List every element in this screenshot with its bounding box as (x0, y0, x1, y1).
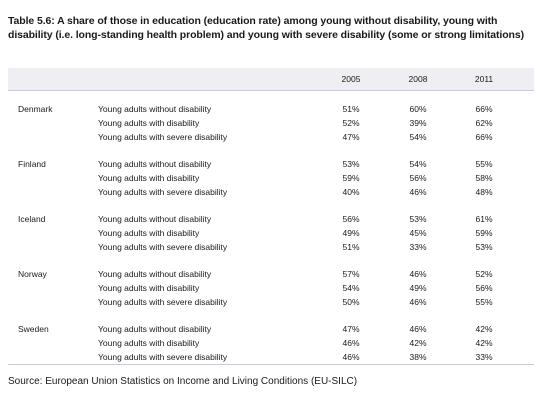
value-2008: 46% (409, 324, 427, 334)
year-header-2008: 2008 (408, 74, 428, 84)
value-2011: 61% (475, 214, 493, 224)
table-row: Young adults without disability 56% 53% … (8, 212, 534, 226)
table-row: Young adults with disability 46% 42% 42% (8, 336, 534, 350)
row-label: Young adults without disability (98, 104, 212, 114)
value-2008: 54% (409, 132, 427, 142)
value-2011: 66% (475, 132, 493, 142)
value-2011: 42% (475, 338, 493, 348)
value-2005: 46% (342, 352, 360, 362)
row-label: Young adults with severe disability (98, 352, 228, 362)
row-label: Young adults without disability (98, 214, 212, 224)
row-label: Young adults with disability (98, 118, 200, 128)
table-row: Young adults without disability 57% 46% … (8, 267, 534, 281)
value-2011: 55% (475, 297, 493, 307)
table-title: Table 5.6: A share of those in education… (8, 15, 525, 41)
value-2011: 52% (475, 269, 493, 279)
table-row: Young adults with disability 54% 49% 56% (8, 281, 534, 295)
value-2011: 55% (475, 159, 493, 169)
value-2008: 42% (409, 338, 427, 348)
value-2011: 56% (475, 283, 493, 293)
row-label: Young adults with disability (98, 173, 200, 183)
value-2008: 60% (409, 104, 427, 114)
country-group-norway: Norway Young adults without disability 5… (8, 267, 534, 309)
value-2008: 56% (409, 173, 427, 183)
country-label: Iceland (18, 214, 46, 224)
value-2005: 53% (342, 159, 360, 169)
value-2011: 62% (475, 118, 493, 128)
table-row: Young adults without disability 51% 60% … (8, 102, 534, 116)
value-2008: 46% (409, 187, 427, 197)
country-label: Finland (18, 159, 46, 169)
value-2008: 39% (409, 118, 427, 128)
country-label: Norway (18, 269, 47, 279)
table-row: Young adults with severe disability 40% … (8, 185, 534, 199)
value-2005: 52% (342, 118, 360, 128)
table-row: Young adults with disability 59% 56% 58% (8, 171, 534, 185)
row-label: Young adults with severe disability (98, 187, 228, 197)
value-2008: 46% (409, 269, 427, 279)
value-2005: 47% (342, 324, 360, 334)
value-2005: 49% (342, 228, 360, 238)
value-2008: 54% (409, 159, 427, 169)
value-2005: 59% (342, 173, 360, 183)
country-group-iceland: Iceland Young adults without disability … (8, 212, 534, 254)
source-note: Source: European Union Statistics on Inc… (8, 376, 358, 387)
row-label: Young adults with disability (98, 228, 200, 238)
row-label: Young adults without disability (98, 269, 212, 279)
row-label: Young adults with disability (98, 283, 200, 293)
value-2008: 45% (409, 228, 427, 238)
year-header-2011: 2011 (474, 74, 494, 84)
value-2008: 53% (409, 214, 427, 224)
country-group-finland: Finland Young adults without disability … (8, 157, 534, 199)
value-2011: 33% (475, 352, 493, 362)
value-2005: 54% (342, 283, 360, 293)
row-label: Young adults with severe disability (98, 242, 228, 252)
value-2011: 58% (475, 173, 493, 183)
table-row: Young adults without disability 53% 54% … (8, 157, 534, 171)
country-group-denmark: Denmark Young adults without disability … (8, 102, 534, 144)
value-2011: 59% (475, 228, 493, 238)
value-2005: 46% (342, 338, 360, 348)
table-row: Young adults with severe disability 51% … (8, 240, 534, 254)
row-label: Young adults with disability (98, 338, 200, 348)
value-2005: 57% (342, 269, 360, 279)
table-row: Young adults with severe disability 47% … (8, 130, 534, 144)
country-label: Denmark (18, 104, 53, 114)
year-header-2005: 2005 (341, 74, 361, 84)
value-2008: 33% (409, 242, 427, 252)
header-divider (8, 90, 534, 91)
table-row: Young adults with disability 49% 45% 59% (8, 226, 534, 240)
value-2005: 56% (342, 214, 360, 224)
education-rate-table: 2005 2008 2011 Denmark Young adults with… (8, 68, 534, 365)
value-2008: 46% (409, 297, 427, 307)
row-label: Young adults with severe disability (98, 297, 228, 307)
value-2005: 47% (342, 132, 360, 142)
value-2011: 42% (475, 324, 493, 334)
table-row: Young adults with disability 52% 39% 62% (8, 116, 534, 130)
country-label: Sweden (18, 324, 49, 334)
table-bottom-rule (8, 364, 534, 365)
value-2011: 48% (475, 187, 493, 197)
value-2011: 66% (475, 104, 493, 114)
value-2005: 50% (342, 297, 360, 307)
table-header: 2005 2008 2011 (8, 68, 534, 90)
row-label: Young adults without disability (98, 159, 212, 169)
table-row: Young adults with severe disability 50% … (8, 295, 534, 309)
table-row: Young adults without disability 47% 46% … (8, 322, 534, 336)
row-label: Young adults with severe disability (98, 132, 228, 142)
value-2005: 51% (342, 104, 360, 114)
value-2005: 40% (342, 187, 360, 197)
row-label: Young adults without disability (98, 324, 212, 334)
value-2008: 38% (409, 352, 427, 362)
value-2011: 53% (475, 242, 493, 252)
table-row: Young adults with severe disability 46% … (8, 350, 534, 364)
value-2005: 51% (342, 242, 360, 252)
country-group-sweden: Sweden Young adults without disability 4… (8, 322, 534, 364)
value-2008: 49% (409, 283, 427, 293)
